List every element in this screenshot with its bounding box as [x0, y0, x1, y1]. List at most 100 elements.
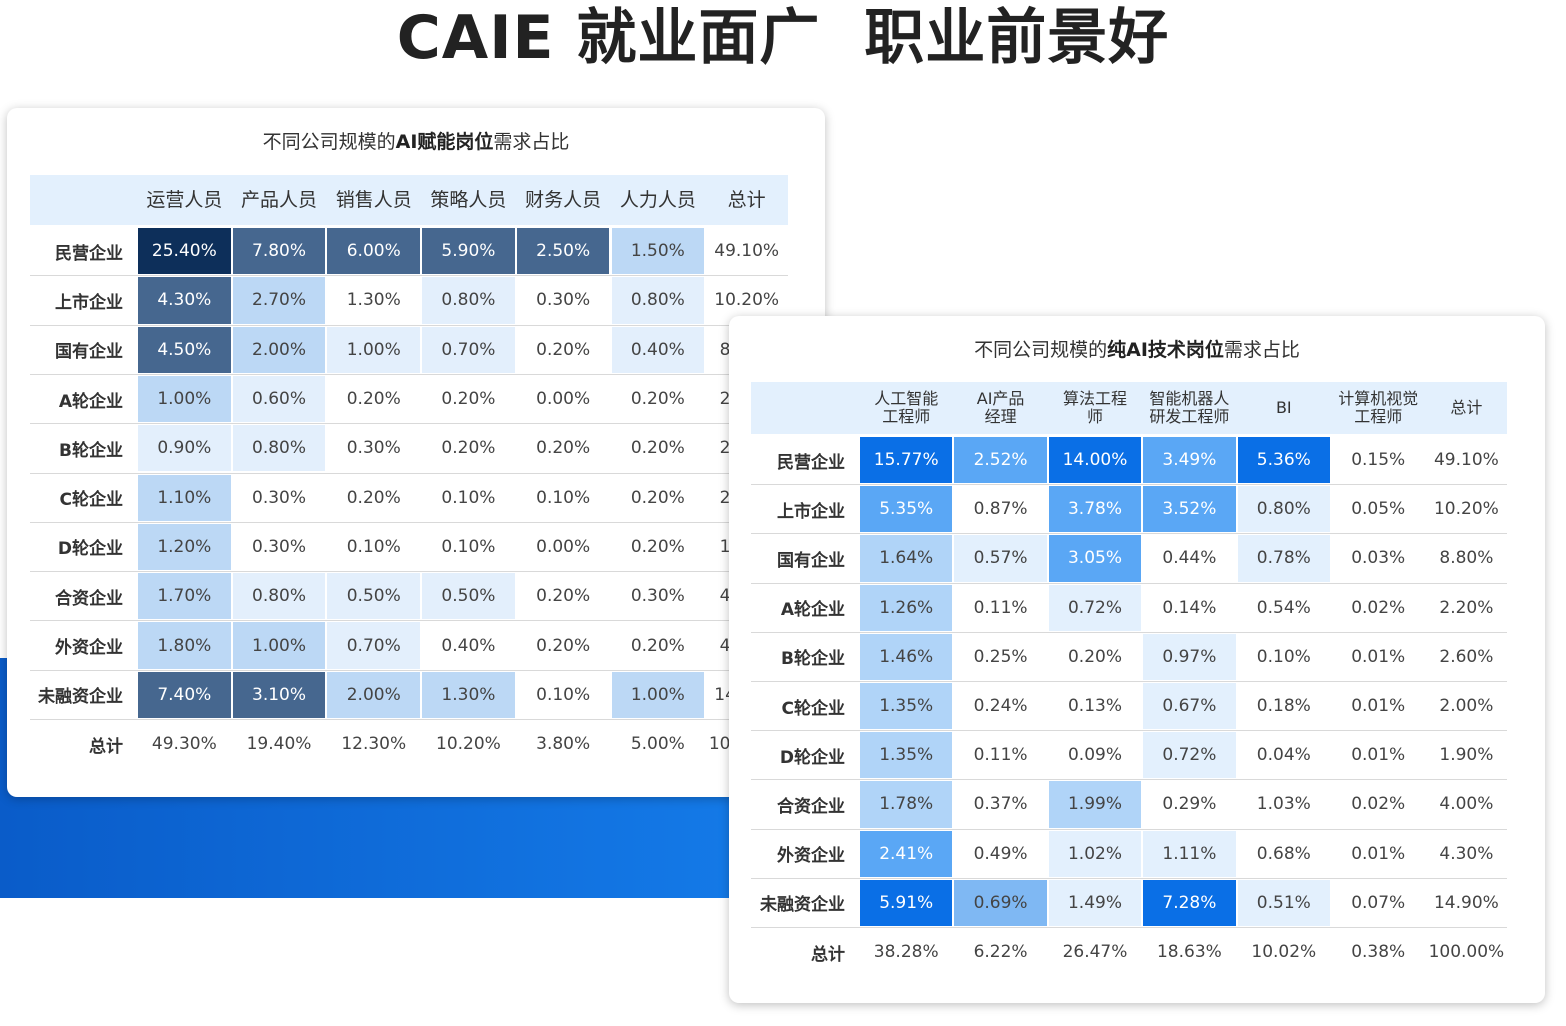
table-cell: 1.50%: [610, 227, 706, 276]
table-cell: 5.36%: [1236, 436, 1331, 485]
row-label: 合资企业: [55, 588, 123, 609]
table-cell: 0.50%: [326, 572, 422, 621]
table-cell: 1.11%: [1142, 829, 1237, 878]
table-card: 不同公司规模的AI赋能岗位需求占比 运营人员 产品人员 销售人员 策略人员 财务人员 人力人…: [7, 108, 825, 797]
table-cell: 0.25%: [953, 632, 1048, 681]
table-cell: 1.00%: [326, 325, 422, 374]
row-separator: [30, 719, 789, 720]
table-cell: 1.70%: [137, 572, 232, 621]
row-separator: [30, 521, 789, 523]
header-line: 运营人员: [146, 188, 223, 211]
table-cell: 3.80%: [536, 734, 591, 755]
header-line: 算法工程: [1062, 389, 1127, 409]
table-cell: 49.30%: [151, 734, 217, 755]
table-cell: 0.30%: [515, 276, 611, 325]
table-cell: 0.10%: [515, 670, 611, 719]
table-cell: 25.40%: [137, 227, 232, 276]
table-cell: 0.80%: [231, 572, 327, 621]
table-cell: 1.49%: [1047, 878, 1143, 927]
table-cell: 5.91%: [859, 878, 954, 927]
table-cell: 2.52%: [953, 436, 1048, 485]
row-separator: [30, 324, 789, 326]
table-cell: 0.20%: [1047, 632, 1143, 681]
table-cell: 0.10%: [326, 522, 422, 572]
table-cell: 0.40%: [610, 325, 706, 374]
table-cell: 2.00%: [231, 325, 327, 374]
row-label: B轮企业: [781, 649, 845, 670]
row-separator: [30, 669, 789, 671]
table-cell: 0.80%: [421, 276, 516, 325]
row-separator: [751, 582, 1508, 584]
row-separator: [751, 681, 1508, 682]
table-cell: 3.49%: [1142, 436, 1237, 485]
table-cell: 0.07%: [1331, 878, 1426, 927]
table-title: 不同公司规模的纯AI技术岗位需求占比: [729, 335, 1545, 362]
header-line: 工程师: [882, 407, 931, 426]
table-cell: 0.20%: [610, 374, 706, 424]
table-cell: 1.35%: [859, 731, 954, 780]
row-separator: [751, 730, 1508, 732]
table-cell: 14.90%: [1433, 892, 1499, 913]
table-cell: 3.10%: [231, 670, 327, 719]
table-cell: 0.72%: [1142, 731, 1237, 780]
table-title: 不同公司规模的AI赋能岗位需求占比: [7, 127, 825, 154]
table-cell: 8.80%: [1439, 548, 1494, 569]
table-cell: 0.90%: [137, 424, 232, 473]
column-header: 总计: [1425, 382, 1507, 434]
column-header: 销售人员: [326, 175, 421, 225]
table-cell: 0.03%: [1331, 534, 1426, 583]
table-cell: 0.20%: [610, 424, 706, 473]
table-cell: 0.30%: [231, 522, 327, 572]
table-cell: 7.40%: [137, 670, 232, 719]
row-separator: [30, 472, 789, 474]
row-separator: [751, 631, 1508, 633]
row-separator: [30, 373, 789, 375]
header-line: 财务人员: [525, 188, 602, 211]
table-cell: 0.80%: [231, 424, 327, 473]
table-cell: 0.60%: [231, 374, 327, 424]
column-header: 人工智能 工程师: [859, 382, 953, 434]
row-label: 未融资企业: [760, 895, 845, 916]
row-label: 未融资企业: [38, 687, 123, 708]
header-bg: [751, 382, 1508, 434]
column-header: 人力人员: [611, 175, 706, 225]
table-cell: 0.04%: [1236, 731, 1331, 780]
table-cell: 7.80%: [231, 227, 327, 276]
row-label: C轮企业: [59, 490, 123, 511]
table-cell: 5.35%: [859, 485, 954, 534]
table-cell: 0.80%: [1236, 485, 1331, 534]
header-line: 智能机器人: [1149, 389, 1230, 409]
table-cell: 0.14%: [1142, 583, 1237, 632]
column-header: 算法工程师: [1048, 382, 1142, 434]
table-cell: 0.15%: [1331, 436, 1426, 485]
row-label: 上市企业: [777, 501, 845, 522]
column-header: AI产品 经理: [953, 382, 1047, 434]
table-cell: 0.18%: [1236, 682, 1331, 731]
row-label: 总计: [811, 944, 845, 965]
table-cell: 0.00%: [515, 522, 611, 572]
row-separator: [751, 877, 1508, 879]
table-cell: 0.01%: [1331, 731, 1426, 780]
table-cell: 0.01%: [1331, 829, 1426, 878]
row-separator: [30, 423, 789, 425]
row-separator: [751, 533, 1508, 535]
row-label: 外资企业: [55, 638, 123, 659]
row-label: A轮企业: [58, 391, 123, 412]
row-separator: [751, 779, 1508, 781]
column-header: 运营人员: [137, 175, 232, 225]
table-cell: 0.20%: [515, 325, 611, 374]
table-cell: 1.78%: [859, 780, 954, 829]
table-cell: 1.02%: [1047, 829, 1143, 878]
table-cell: 4.30%: [1439, 843, 1494, 864]
header-line: 总计: [727, 188, 766, 211]
row-label: D轮企业: [57, 539, 123, 560]
table-cell: 1.35%: [859, 682, 954, 731]
table-cell: 0.80%: [610, 276, 706, 325]
table-cell: 0.30%: [326, 424, 422, 473]
table-cell: 4.00%: [1439, 794, 1494, 815]
table-cell: 10.02%: [1251, 942, 1317, 963]
table-cell: 1.90%: [1439, 745, 1494, 766]
table-cell: 0.38%: [1351, 942, 1406, 963]
table-cell: 0.97%: [1142, 632, 1237, 681]
